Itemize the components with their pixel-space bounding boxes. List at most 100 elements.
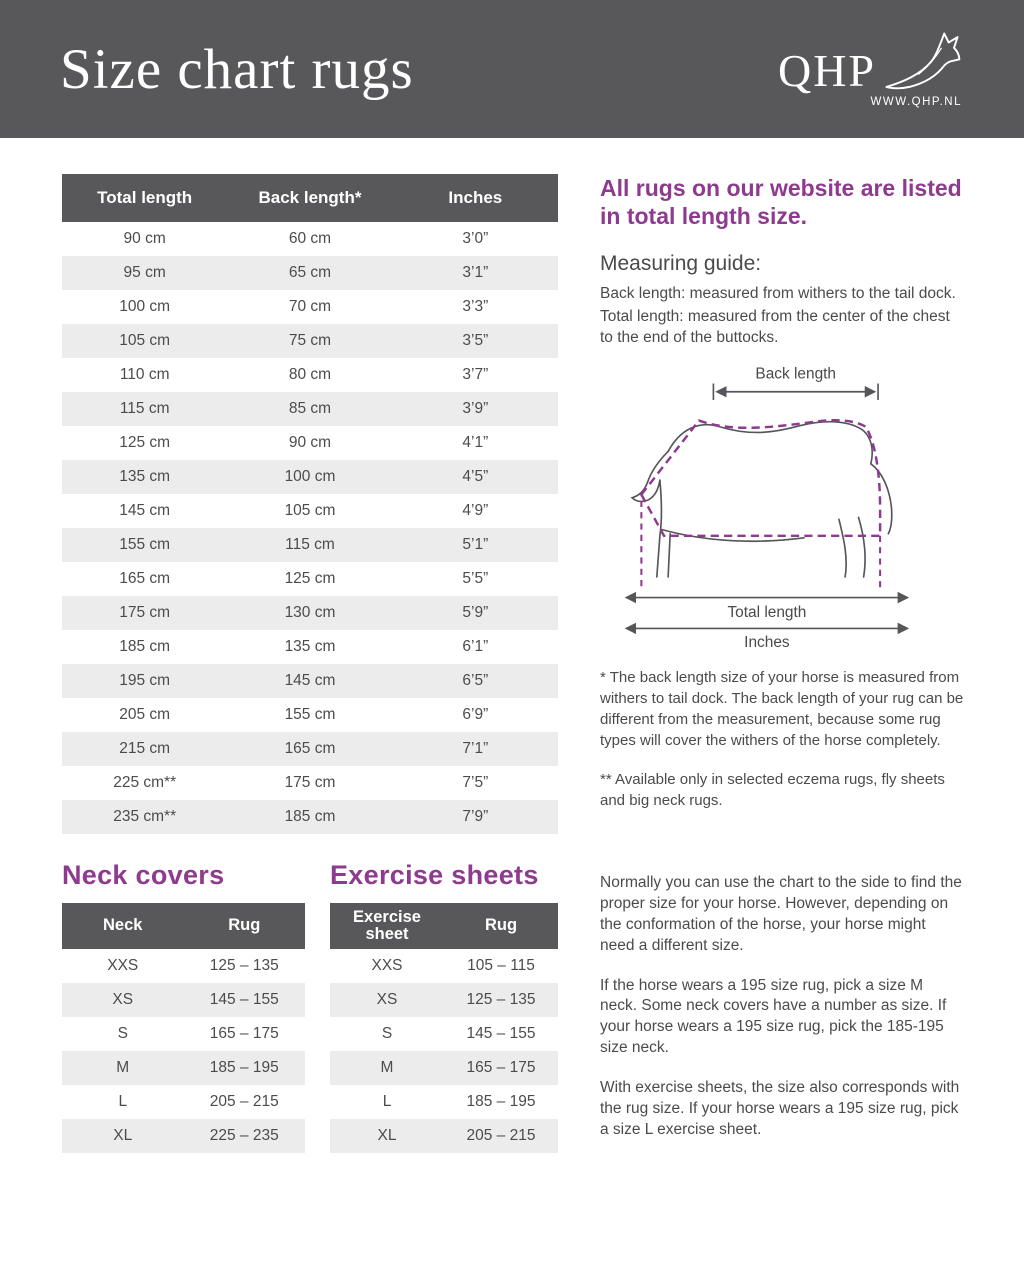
sizing-notes: Normally you can use the chart to the si…: [600, 873, 964, 1141]
table-cell: 155 cm: [284, 706, 336, 723]
table-row: XS 145 – 155: [62, 983, 305, 1017]
intro-heading: All rugs on our website are listed in to…: [600, 175, 962, 230]
diagram-inches-label: Inches: [744, 634, 790, 649]
table-cell: 100 cm: [284, 468, 336, 485]
exercise-sheets-heading: Exercise sheets: [330, 860, 539, 890]
col-header-rug: Rug: [183, 903, 305, 949]
table-cell: 105 cm: [284, 502, 336, 519]
table-cell: 185 – 195: [466, 1093, 536, 1110]
table-cell: 95 cm: [123, 264, 166, 281]
table-cell: M: [116, 1059, 130, 1076]
table-cell: 125 – 135: [209, 957, 279, 974]
horse-measurement-diagram: Back length Total length: [624, 365, 910, 649]
logo-url: WWW.QHP.NL: [870, 96, 962, 108]
table-cell: 60 cm: [288, 230, 332, 247]
table-cell: L: [118, 1093, 128, 1110]
back-length-definition: Back length: measured from withers to th…: [600, 285, 956, 303]
footnote-availability: ** Available only in selected eczema rug…: [600, 770, 945, 809]
table-cell: 205 – 215: [466, 1127, 536, 1144]
table-cell: 125 cm: [119, 434, 171, 451]
table-row: 90 cm 60 cm 3’0”: [62, 222, 558, 256]
table-cell: 105 cm: [119, 332, 171, 349]
table-cell: 5’1”: [462, 536, 489, 553]
table-cell: 4’5”: [462, 468, 489, 485]
table-cell: 85 cm: [288, 400, 332, 417]
table-cell: 225 cm**: [113, 774, 177, 791]
table-cell: XS: [112, 991, 134, 1008]
table-row: 175 cm 130 cm 5’9”: [62, 596, 558, 630]
table-row: 125 cm 90 cm 4’1”: [62, 426, 558, 460]
table-cell: XS: [376, 991, 398, 1008]
table-cell: 175 cm: [284, 774, 336, 791]
table-cell: 185 cm: [119, 638, 171, 655]
table-cell: 3’7”: [462, 366, 489, 383]
table-row: 195 cm 145 cm 6’5”: [62, 664, 558, 698]
qhp-logo: QHP WWW.QHP.NL: [778, 30, 966, 108]
table-row: M 165 – 175: [330, 1051, 558, 1085]
qhp-logo-text: QHP: [777, 45, 876, 96]
table-cell: 225 – 235: [209, 1127, 279, 1144]
table-cell: L: [382, 1093, 392, 1110]
table-cell: 165 – 175: [466, 1059, 536, 1076]
col-header-back-length: Back length*: [227, 174, 393, 222]
table-cell: 6’9”: [462, 706, 489, 723]
right-column: All rugs on our website are listed in to…: [600, 174, 964, 1160]
table-cell: 130 cm: [284, 604, 336, 621]
col-header-rug: Rug: [444, 903, 558, 949]
table-cell: 145 cm: [284, 672, 336, 689]
table-row: S 145 – 155: [330, 1017, 558, 1051]
left-column: Total length Back length* Inches 90 cm 60…: [62, 174, 558, 1160]
table-cell: 175 cm: [119, 604, 171, 621]
diagram-total-length-label: Total length: [727, 604, 806, 621]
table-cell: 145 cm: [119, 502, 171, 519]
measuring-guide-heading: Measuring guide:: [600, 252, 762, 276]
table-row: 135 cm 100 cm 4’5”: [62, 460, 558, 494]
size-chart-rows: 90 cm 60 cm 3’0” 95 cm 65 cm 3’1” 100 cm 70 cm 3…: [62, 222, 558, 834]
table-row: XXS 125 – 135: [62, 949, 305, 983]
table-cell: 155 cm: [119, 536, 171, 553]
table-row: 95 cm 65 cm 3’1”: [62, 256, 558, 290]
exercise-sheets-rows: XXS 105 – 115 XS 125 – 135 S 145 – 155 M 165 – …: [330, 949, 558, 1153]
table-row: XL 225 – 235: [62, 1119, 305, 1153]
page-title: Size chart rugs: [60, 37, 414, 101]
table-cell: 165 cm: [284, 740, 336, 757]
table-row: 225 cm** 175 cm 7’5”: [62, 766, 558, 800]
table-cell: 235 cm**: [113, 808, 177, 825]
table-row: XS 125 – 135: [330, 983, 558, 1017]
size-chart-table: Total length Back length* Inches 90 cm 60…: [62, 174, 558, 834]
table-cell: 165 cm: [119, 570, 171, 587]
table-cell: S: [381, 1025, 393, 1042]
exercise-sheets-section: Exercise sheets Exercise sheet Rug XXS 10…: [330, 860, 558, 1153]
table-row: 145 cm 105 cm 4’9”: [62, 494, 558, 528]
table-header-row: Exercise sheet Rug: [330, 903, 558, 949]
sizing-note-exercise: With exercise sheets, the size also corr…: [600, 1079, 960, 1139]
table-cell: 205 cm: [119, 706, 171, 723]
table-cell: 105 – 115: [467, 957, 535, 974]
table-cell: 90 cm: [288, 434, 332, 451]
table-cell: 4’1”: [462, 434, 489, 451]
table-cell: 4’9”: [462, 502, 489, 519]
table-cell: 185 cm: [284, 808, 336, 825]
col-header-exercise-sheet: Exercise sheet: [330, 903, 444, 949]
table-cell: 115 cm: [285, 536, 335, 553]
table-cell: 7’5”: [462, 774, 489, 791]
table-cell: 7’1”: [462, 740, 489, 757]
table-cell: M: [380, 1059, 394, 1076]
table-cell: 3’9”: [462, 400, 489, 417]
table-cell: 3’5”: [462, 332, 489, 349]
table-row: 155 cm 115 cm 5’1”: [62, 528, 558, 562]
table-cell: 3’1”: [462, 264, 489, 281]
table-cell: 205 – 215: [209, 1093, 279, 1110]
table-cell: 125 – 135: [466, 991, 536, 1008]
table-cell: 145 – 155: [466, 1025, 536, 1042]
table-cell: 100 cm: [119, 298, 171, 315]
neck-covers-section: Neck covers Neck Rug XXS 125 – 135 XS 145 –…: [62, 860, 305, 1153]
table-row: 100 cm 70 cm 3’3”: [62, 290, 558, 324]
table-cell: 145 – 155: [209, 991, 279, 1008]
table-row: 235 cm** 185 cm 7’9”: [62, 800, 558, 834]
table-cell: XL: [377, 1127, 397, 1144]
table-cell: XXS: [107, 957, 139, 974]
table-cell: 195 cm: [119, 672, 171, 689]
table-row: XXS 105 – 115: [330, 949, 558, 983]
table-row: 205 cm 155 cm 6’9”: [62, 698, 558, 732]
